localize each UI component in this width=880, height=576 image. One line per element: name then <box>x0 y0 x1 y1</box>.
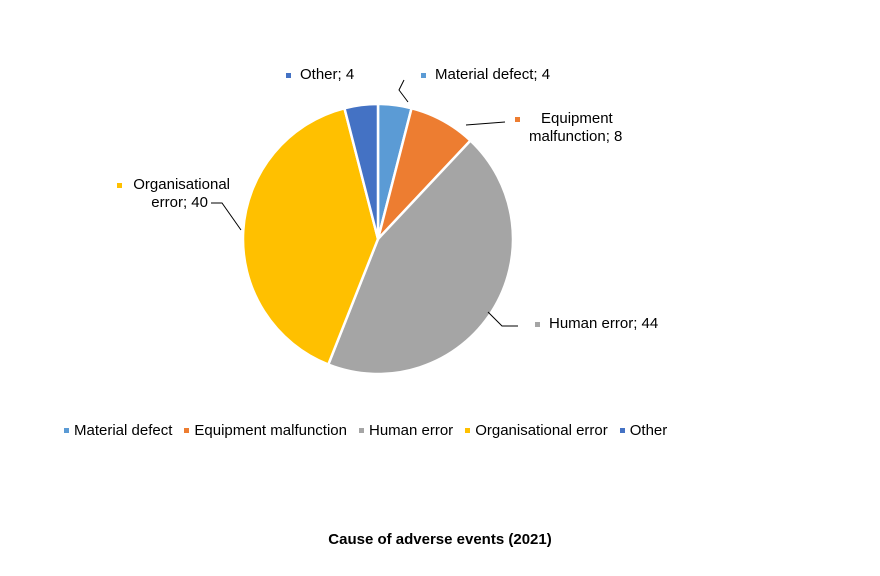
legend-item-human-error: Human error <box>358 421 454 439</box>
data-label-equipment-malfunction-line-2: malfunction; 8 <box>529 128 622 145</box>
leader-line-human-error <box>487 311 518 327</box>
legend-item-equipment-malfunction: Equipment malfunction <box>184 422 347 439</box>
leader-line-equipment-malfunction <box>465 121 506 126</box>
slice-other <box>343 102 380 241</box>
leader-lines <box>211 79 518 327</box>
legend-swatch-organisational-error <box>465 427 471 433</box>
data-label-equipment-malfunction-line-1: Equipment <box>541 110 614 127</box>
legend-item-organisational-error: Organisational error <box>465 422 608 439</box>
legend-label-other: Other <box>629 421 668 439</box>
legend-swatch-other <box>619 427 625 433</box>
slice-human-error <box>327 139 515 376</box>
data-labels: Material defect; 4 Equipmentmalfunction; … <box>117 66 658 332</box>
leader-line-organisational-error <box>211 202 242 231</box>
legend-label-human-error: Human error <box>368 421 454 439</box>
legend-swatch-human-error <box>358 427 364 433</box>
legend-label-organisational-error: Organisational error <box>475 421 608 439</box>
legend-swatch-equipment-malfunction <box>184 427 190 433</box>
data-label-organisational-error-line-1: Organisational <box>133 176 230 193</box>
chart-caption: Cause of adverse events (2021) <box>328 531 552 548</box>
data-label-marker-organisational-error <box>117 183 122 188</box>
data-label-other: Other; 4 <box>300 66 354 83</box>
data-label-marker-human-error <box>535 322 540 327</box>
legend-swatch-material-defect <box>64 427 69 433</box>
slice-organisational-error <box>241 106 380 366</box>
legend-item-other: Other <box>619 421 668 439</box>
leader-line-material-defect <box>398 79 409 103</box>
data-label-human-error: Human error; 44 <box>549 315 658 332</box>
data-label-marker-other <box>286 73 291 78</box>
legend: Material defect Equipment malfunction Huma… <box>64 420 679 440</box>
data-label-marker-material-defect <box>421 73 426 78</box>
data-label-organisational-error-line-2: error; 40 <box>151 194 208 211</box>
legend-label-equipment-malfunction: Equipment malfunction <box>194 421 347 439</box>
legend-label-material-defect: Material defect <box>74 421 173 439</box>
legend-item-material-defect: Material defect <box>64 422 172 439</box>
data-label-material-defect: Material defect; 4 <box>435 66 550 83</box>
pie-slices <box>241 102 515 376</box>
data-label-marker-equipment-malfunction <box>515 117 520 122</box>
